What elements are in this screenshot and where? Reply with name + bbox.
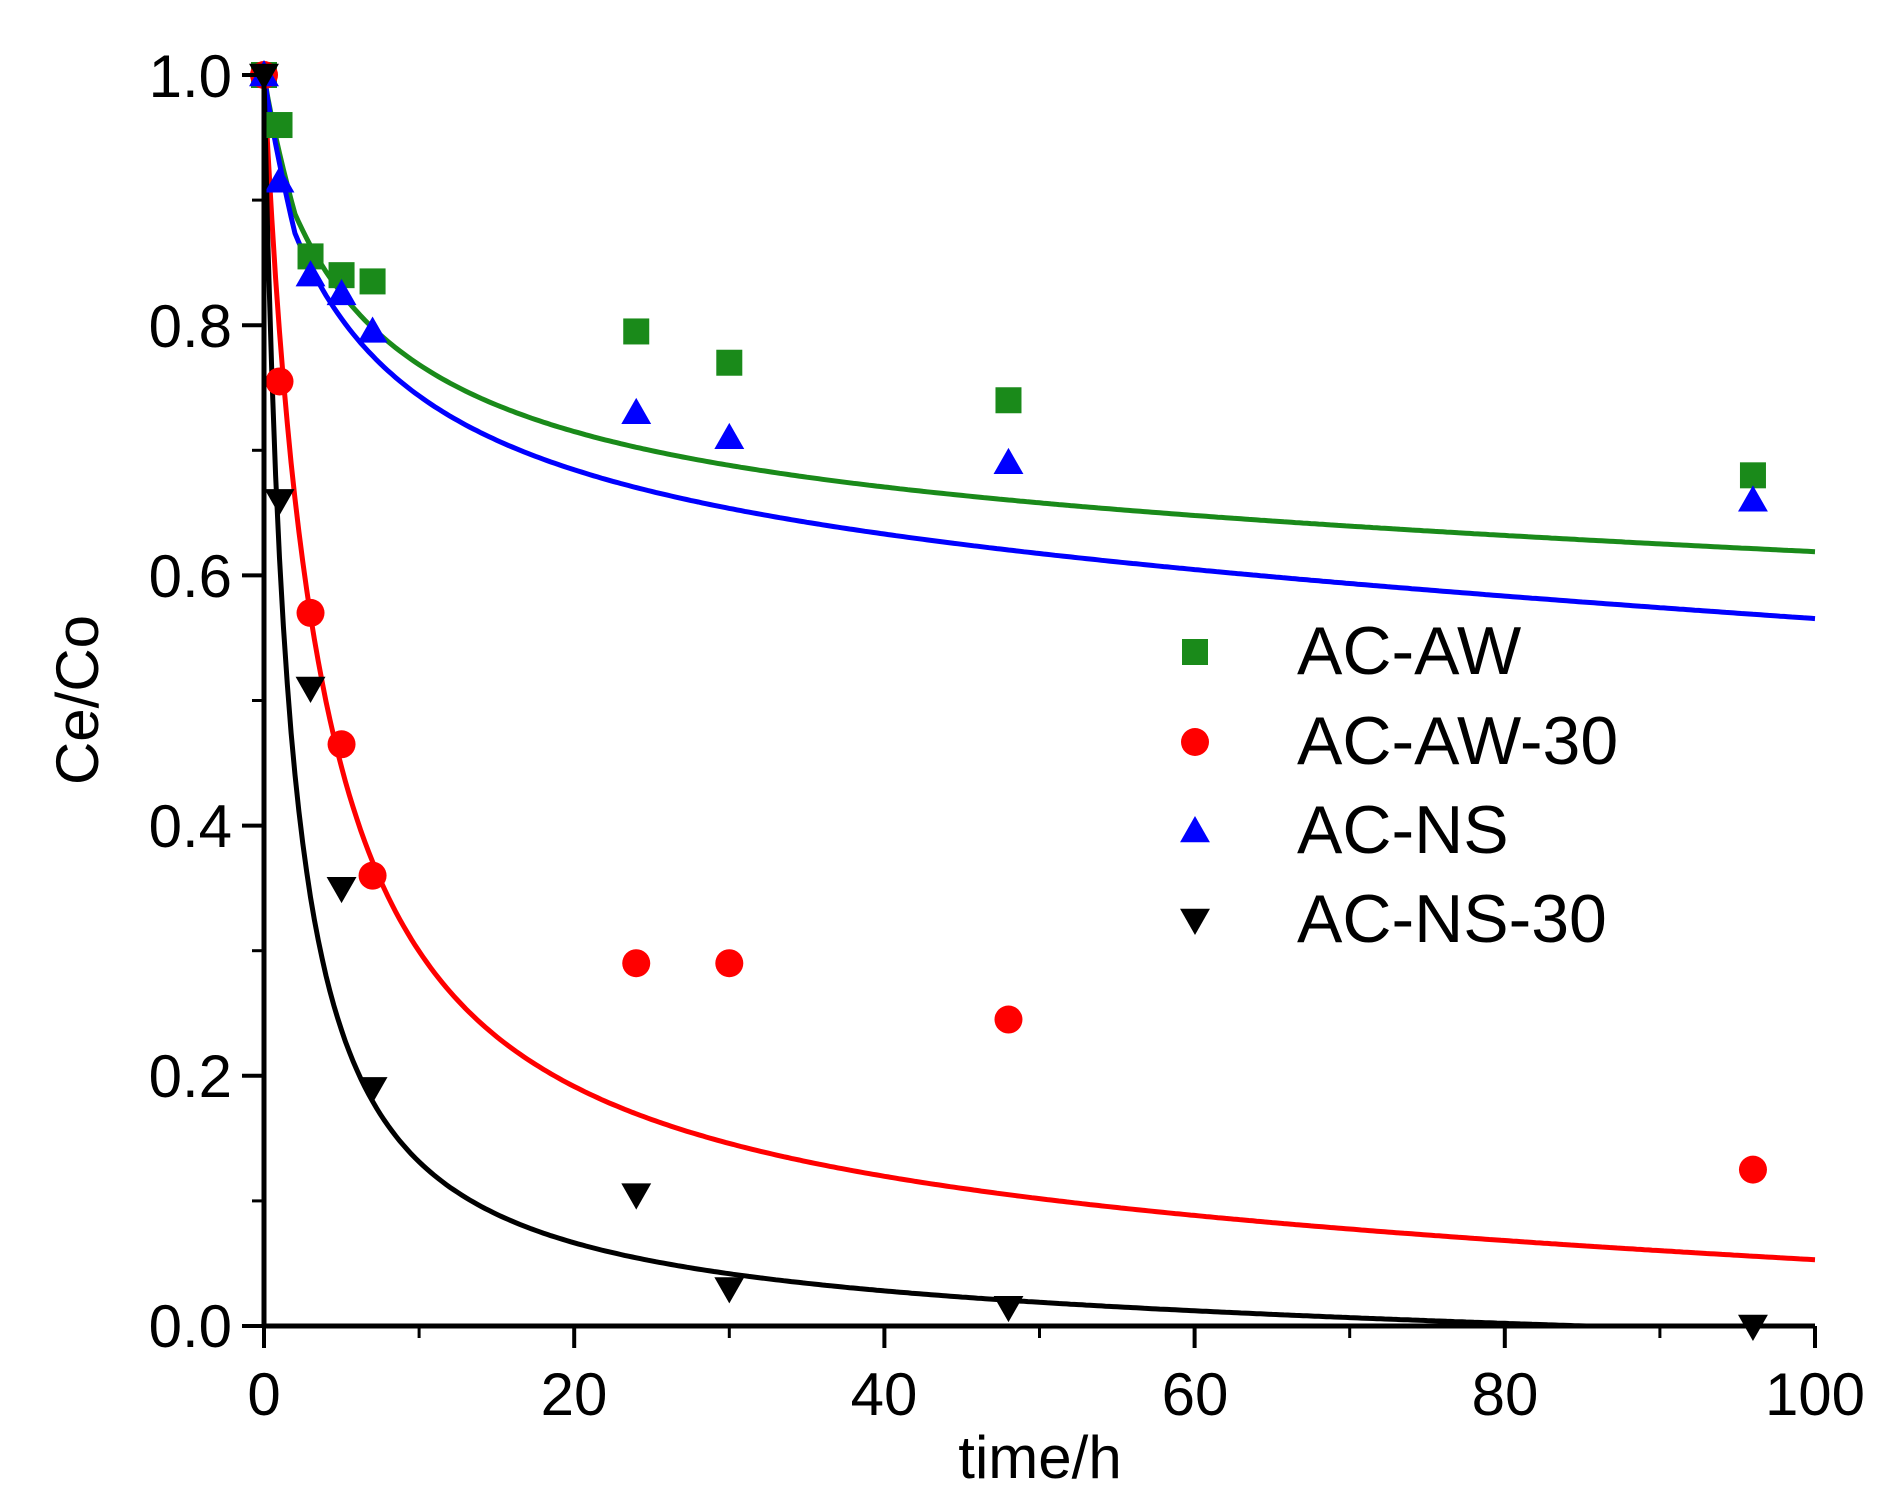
data-point-ac-aw-30 [715, 949, 744, 978]
data-point-ac-ns [993, 447, 1024, 475]
x-axis-label: time/h [958, 1424, 1121, 1491]
fit-line-ac-aw-30 [261, 74, 1816, 1263]
x-tick-label: 100 [1765, 1361, 1865, 1428]
data-point-ac-aw [716, 349, 743, 376]
legend: AC-AW AC-AW-30 AC-NS AC-NS-30 [1180, 613, 1618, 957]
data-point-ac-aw-30 [358, 861, 387, 890]
data-point-ac-aw-30 [994, 1005, 1023, 1034]
x-tick-label: 0 [247, 1361, 280, 1428]
data-point-ac-ns [714, 422, 745, 450]
fit-line-ac-aw [261, 74, 1816, 555]
ticks [242, 73, 1817, 1348]
data-point-ac-ns [295, 260, 326, 287]
fit-curves [261, 74, 1816, 1329]
data-point-ac-aw [995, 387, 1022, 414]
data-point-ac-aw-30 [622, 949, 651, 978]
y-tick-label: 0.2 [149, 1043, 232, 1110]
y-tick-label: 0.6 [149, 543, 232, 610]
legend-marker-ac-ns [1180, 816, 1210, 843]
fit-line-ac-ns [261, 74, 1816, 622]
data-point-ac-ns-30 [621, 1183, 652, 1210]
legend-markers [1180, 639, 1210, 935]
data-point-ac-ns-30 [993, 1296, 1024, 1323]
data-point-ac-ns [357, 316, 388, 343]
data-point-ac-aw-30 [327, 730, 356, 759]
legend-label: AC-AW-30 [1297, 703, 1618, 779]
data-point-ac-aw-30 [296, 598, 325, 627]
data-point-ac-ns [1738, 485, 1768, 512]
x-tick-label: 40 [851, 1361, 918, 1428]
y-tick-label: 0.0 [149, 1293, 232, 1360]
y-tick-label: 1.0 [149, 43, 232, 110]
data-point-ac-aw [359, 268, 386, 295]
y-axis-label: Ce/Co [44, 615, 111, 785]
y-tick-label: 0.4 [149, 793, 232, 860]
legend-marker-ac-aw [1182, 639, 1208, 665]
fit-line-ac-ns-30 [261, 74, 1815, 1329]
data-point-ac-ns-30 [714, 1277, 745, 1304]
data-point-ac-ns [621, 397, 652, 424]
data-point-ac-ns [264, 166, 295, 193]
data-point-ac-aw [1739, 462, 1766, 489]
data-point-ac-ns [326, 278, 357, 306]
x-tick-label: 60 [1162, 1361, 1229, 1428]
data-point-ac-aw [623, 318, 650, 345]
data-point-ac-aw [266, 112, 293, 139]
legend-marker-ac-aw-30 [1181, 728, 1209, 756]
x-tick-label: 20 [541, 1361, 608, 1428]
legend-label: AC-NS [1297, 792, 1509, 868]
legend-label: AC-NS-30 [1297, 881, 1607, 957]
legend-label: AC-AW [1297, 613, 1521, 689]
data-point-ac-aw-30 [265, 367, 294, 396]
x-tick-label: 80 [1472, 1361, 1539, 1428]
data-point-ac-ns-30 [326, 876, 357, 904]
data-point-ac-ns-30 [264, 489, 295, 516]
data-points [249, 60, 1768, 1341]
data-point-ac-aw-30 [1738, 1155, 1767, 1184]
data-point-ac-ns-30 [357, 1077, 388, 1104]
data-point-ac-ns-30 [295, 676, 326, 703]
y-tick-label: 0.8 [149, 293, 232, 360]
legend-marker-ac-ns-30 [1180, 908, 1210, 935]
